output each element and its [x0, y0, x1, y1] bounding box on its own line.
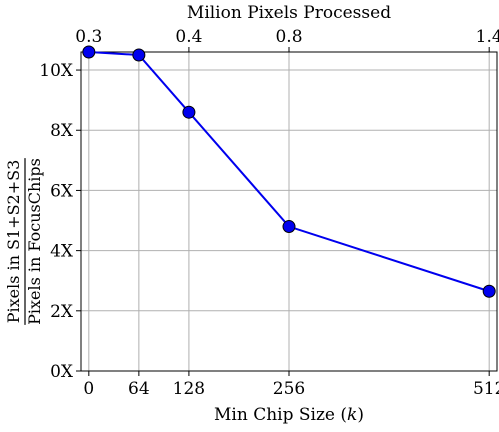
y-tick-label: 8X — [50, 121, 74, 141]
grid — [81, 52, 497, 372]
x-tick-label: 256 — [273, 379, 305, 399]
x-axis-title-prefix: Min Chip Size ( — [214, 405, 347, 425]
x-axis-title: Min Chip Size (k) — [214, 405, 364, 425]
y-axis-title: Pixels in S1+S2+S3 Pixels in FocusChips — [4, 158, 44, 325]
top-axis-title: Milion Pixels Processed — [187, 3, 391, 23]
data-point — [482, 284, 496, 298]
data-point — [182, 105, 196, 119]
x-axis-title-variable: k — [347, 405, 357, 425]
y-tick-label: 2X — [50, 302, 74, 322]
data-point — [282, 220, 296, 234]
top-x-tick-label: 0.4 — [175, 27, 202, 47]
x-tick-label: 64 — [128, 379, 150, 399]
data-series — [82, 45, 496, 298]
x-tick-label: 512 — [473, 379, 499, 399]
data-point — [132, 48, 146, 62]
top-x-tick-label: 0.8 — [275, 27, 302, 47]
top-x-tick-label: 1.4 — [476, 27, 499, 47]
top-x-tick-label: 0.3 — [75, 27, 102, 47]
y-axis-title-numerator: Pixels in S1+S2+S3 — [4, 160, 23, 324]
x-tick-label: 128 — [173, 379, 205, 399]
y-tick-label: 4X — [50, 242, 74, 262]
data-point — [82, 45, 96, 59]
axis-ticks: 0 64 128 256 512 0.3 0.4 0.8 1.4 0X 2X 4X 6X 8X 10X — [39, 27, 499, 399]
y-tick-label: 6X — [50, 181, 74, 201]
y-tick-label: 10X — [39, 61, 74, 81]
x-tick-label: 0 — [83, 379, 94, 399]
y-axis-title-denominator: Pixels in FocusChips — [25, 158, 44, 325]
x-axis-title-suffix: ) — [357, 405, 364, 425]
y-tick-label: 0X — [50, 362, 74, 382]
